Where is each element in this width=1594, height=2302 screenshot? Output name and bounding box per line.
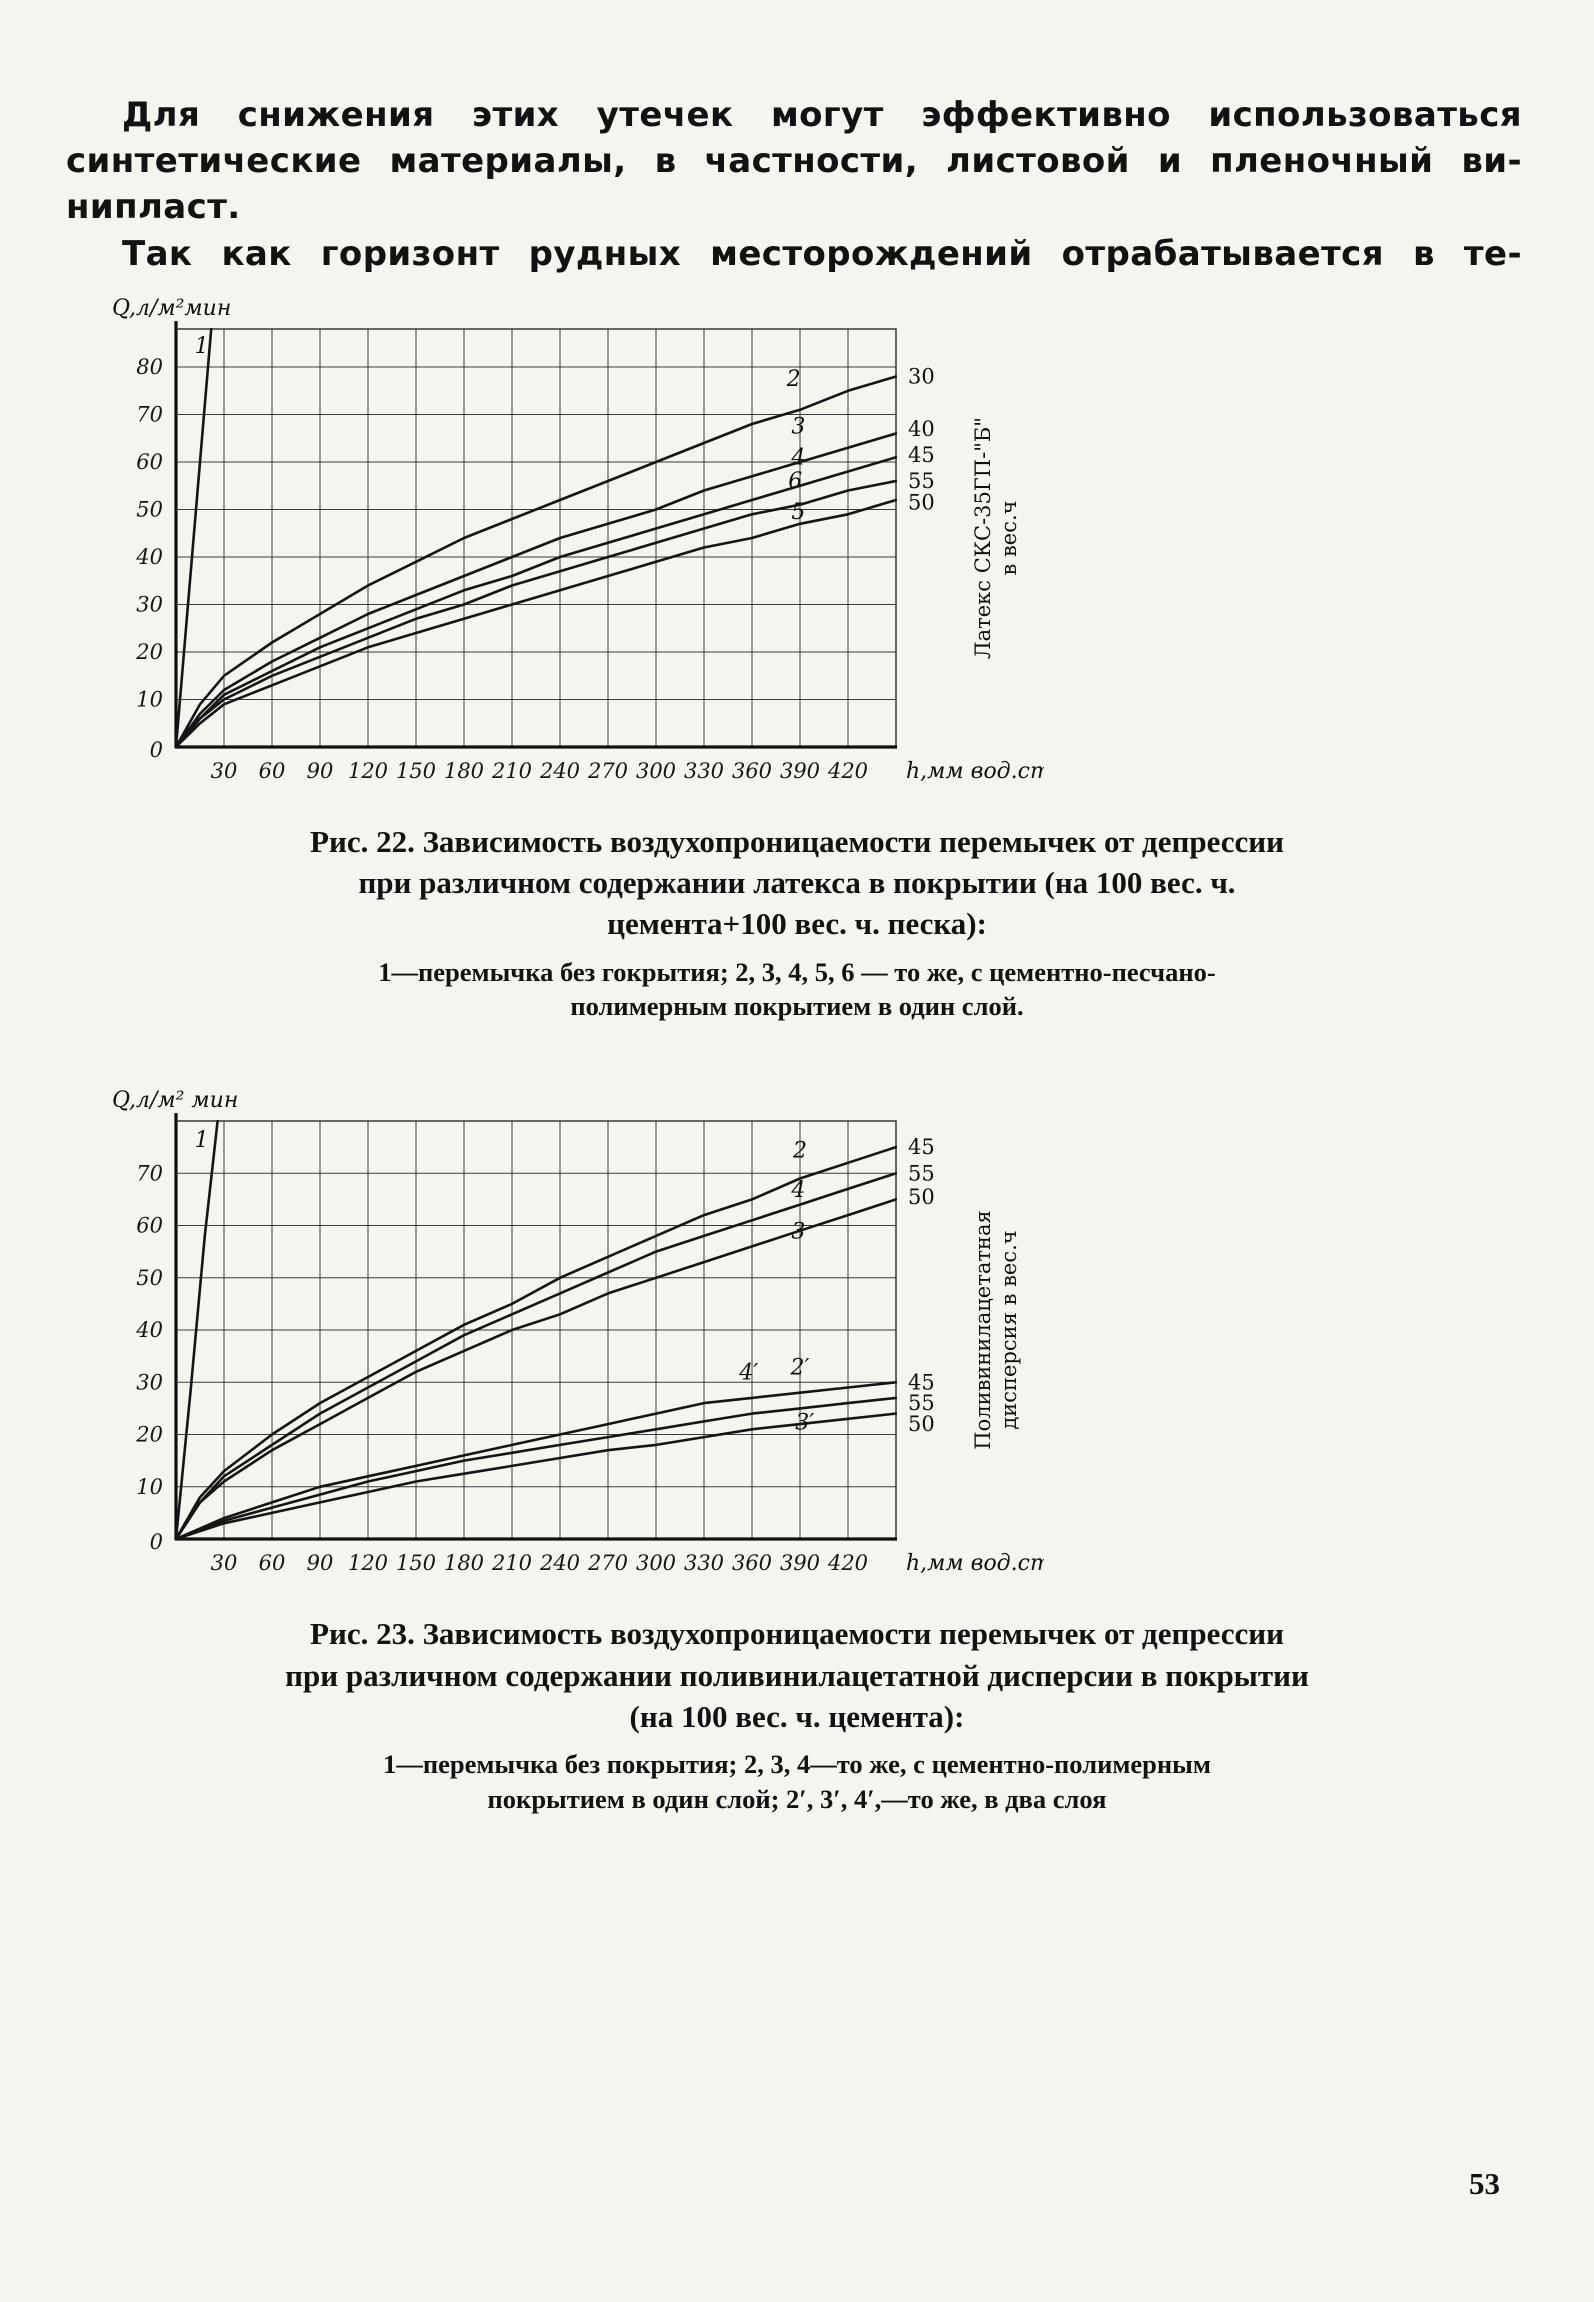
- svg-text:3: 3: [791, 1220, 805, 1245]
- svg-text:1: 1: [195, 1129, 209, 1154]
- svg-text:4: 4: [790, 1178, 805, 1203]
- paragraph-line: синтетические материалы, в частности, ли…: [66, 141, 1522, 182]
- svg-text:0: 0: [150, 738, 163, 762]
- figure-22-legend: 1—перемычка без гокрытия; 2, 3, 4, 5, 6 …: [378, 956, 1216, 1022]
- svg-text:60: 60: [136, 1214, 163, 1238]
- svg-text:1: 1: [195, 334, 209, 359]
- page-number: 53: [1469, 2166, 1500, 2201]
- svg-text:390: 390: [780, 759, 820, 783]
- svg-text:20: 20: [135, 1423, 163, 1447]
- intro-paragraphs: Для снижения этих утечек могут эффективн…: [0, 0, 1594, 277]
- svg-text:Поливинилацетатная: Поливинилацетатная: [971, 1211, 995, 1450]
- svg-text:300: 300: [636, 1551, 676, 1575]
- svg-text:55: 55: [908, 469, 935, 493]
- svg-text:40: 40: [135, 1318, 163, 1342]
- svg-text:70: 70: [136, 402, 163, 426]
- svg-text:50: 50: [136, 497, 163, 521]
- svg-text:4′: 4′: [738, 1361, 758, 1386]
- figure-22-caption: Рис. 22. Зависимость воздухопроницаемост…: [310, 823, 1284, 942]
- svg-text:50: 50: [908, 1185, 935, 1209]
- svg-text:270: 270: [587, 759, 628, 783]
- svg-text:10: 10: [136, 687, 163, 711]
- svg-text:10: 10: [136, 1475, 163, 1499]
- svg-text:4: 4: [790, 445, 805, 470]
- svg-text:300: 300: [636, 759, 676, 783]
- svg-text:h,мм вод.ст: h,мм вод.ст: [906, 1551, 1044, 1576]
- svg-text:360: 360: [732, 759, 772, 783]
- svg-text:Q,л/м² мин: Q,л/м² мин: [112, 1088, 238, 1113]
- svg-text:240: 240: [539, 1551, 580, 1575]
- figure-22: 10 20 30 40 50 60 70 80 30 60 90 120 150 180 210 240 270…: [0, 295, 1594, 1024]
- svg-text:60: 60: [259, 1551, 286, 1575]
- paragraph-line: Так как горизонт рудных месторождений от…: [122, 233, 1522, 274]
- svg-text:2′: 2′: [790, 1356, 810, 1381]
- svg-text:45: 45: [908, 443, 935, 467]
- svg-text:30: 30: [211, 1551, 238, 1575]
- svg-text:120: 120: [348, 1551, 388, 1575]
- svg-text:120: 120: [348, 759, 388, 783]
- svg-text:45: 45: [908, 1136, 935, 1160]
- svg-text:55: 55: [908, 1162, 935, 1186]
- svg-text:40: 40: [135, 545, 163, 569]
- svg-text:30: 30: [908, 364, 935, 388]
- paragraph-line: Для снижения этих утечек могут эффективн…: [122, 95, 1522, 135]
- figure-23: 10 20 30 40 50 60 70 30 60 90 120 150 180 210 240 270 30…: [0, 1087, 1594, 1816]
- svg-text:в вес.ч: в вес.ч: [997, 500, 1021, 575]
- svg-text:h,мм вод.ст: h,мм вод.ст: [906, 759, 1044, 784]
- svg-text:30: 30: [136, 1371, 163, 1395]
- svg-text:180: 180: [444, 759, 484, 783]
- svg-text:80: 80: [136, 355, 163, 379]
- svg-text:45: 45: [908, 1371, 935, 1395]
- svg-text:0: 0: [150, 1530, 163, 1554]
- svg-text:2: 2: [792, 1139, 807, 1164]
- svg-text:90: 90: [307, 1551, 334, 1575]
- svg-text:330: 330: [684, 759, 724, 783]
- svg-text:420: 420: [827, 1551, 868, 1575]
- svg-text:Латекс СКС-35ГП-"Б": Латекс СКС-35ГП-"Б": [971, 417, 995, 659]
- svg-text:60: 60: [136, 450, 163, 474]
- svg-text:3′: 3′: [795, 1411, 814, 1436]
- svg-text:5: 5: [791, 500, 805, 525]
- svg-text:6: 6: [788, 469, 802, 494]
- svg-text:3: 3: [791, 414, 805, 439]
- svg-text:150: 150: [396, 759, 436, 783]
- paragraph-line: нипласт.: [66, 187, 241, 228]
- svg-text:55: 55: [908, 1392, 935, 1416]
- figure-23-caption: Рис. 23. Зависимость воздухопроницаемост…: [285, 1616, 1309, 1734]
- svg-text:60: 60: [259, 759, 286, 783]
- svg-text:210: 210: [491, 759, 532, 783]
- svg-text:360: 360: [732, 1551, 772, 1575]
- svg-text:20: 20: [135, 640, 163, 664]
- svg-text:270: 270: [587, 1551, 628, 1575]
- svg-text:50: 50: [908, 1413, 935, 1437]
- svg-text:390: 390: [780, 1551, 820, 1575]
- svg-text:30: 30: [136, 592, 163, 616]
- figure-23-legend: 1—перемычка без покрытия; 2, 3, 4—то же,…: [383, 1749, 1211, 1814]
- figure-23-caption-block: Рис. 23. Зависимость воздухопроницаемост…: [0, 1613, 1594, 1816]
- svg-text:210: 210: [491, 1551, 532, 1575]
- svg-text:420: 420: [827, 759, 868, 783]
- svg-text:330: 330: [684, 1551, 724, 1575]
- svg-text:180: 180: [444, 1551, 484, 1575]
- svg-text:90: 90: [307, 759, 334, 783]
- svg-text:150: 150: [396, 1551, 436, 1575]
- svg-text:дисперсия в вес.ч: дисперсия в вес.ч: [997, 1231, 1021, 1430]
- svg-text:30: 30: [211, 759, 238, 783]
- svg-text:240: 240: [539, 759, 580, 783]
- svg-text:50: 50: [136, 1266, 163, 1290]
- svg-text:40: 40: [908, 417, 935, 441]
- svg-text:2: 2: [786, 367, 801, 392]
- svg-text:Q,л/м²мин: Q,л/м²мин: [112, 296, 231, 321]
- svg-text:70: 70: [136, 1162, 163, 1186]
- svg-text:50: 50: [908, 490, 935, 514]
- figure-22-caption-block: Рис. 22. Зависимость воздухопроницаемост…: [0, 821, 1594, 1024]
